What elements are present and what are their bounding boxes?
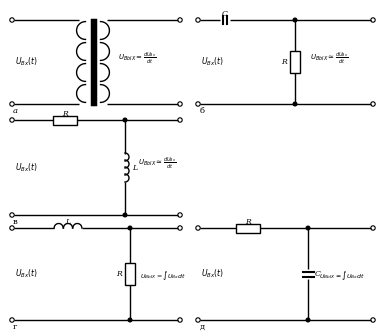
Text: $U_{Bx}(t)$: $U_{Bx}(t)$ (15, 161, 38, 174)
Circle shape (306, 226, 310, 230)
Text: L: L (132, 164, 137, 171)
Text: R: R (116, 270, 122, 278)
Circle shape (293, 18, 297, 22)
Circle shape (123, 118, 127, 122)
Text: C: C (315, 270, 321, 278)
Text: г: г (13, 323, 18, 331)
Bar (236, 223, 260, 233)
Text: $U_{BbIX}=\frac{dU_{Bx}}{dt}$: $U_{BbIX}=\frac{dU_{Bx}}{dt}$ (118, 50, 157, 66)
Text: б: б (200, 107, 205, 115)
Text: a: a (13, 107, 18, 115)
Text: $U_{BbIX}\simeq\frac{dU_{Bx}}{dt}$: $U_{BbIX}\simeq\frac{dU_{Bx}}{dt}$ (310, 50, 348, 66)
Text: $U_{Bx}(t)$: $U_{Bx}(t)$ (15, 268, 38, 280)
Text: д: д (200, 323, 205, 331)
Circle shape (128, 318, 132, 322)
Circle shape (306, 318, 310, 322)
Circle shape (128, 226, 132, 230)
Text: $U_{Bx}(t)$: $U_{Bx}(t)$ (201, 56, 224, 68)
Circle shape (293, 102, 297, 106)
Text: $U_{BbIX}\simeq\frac{dU_{Bx}}{dt}$: $U_{BbIX}\simeq\frac{dU_{Bx}}{dt}$ (138, 156, 176, 171)
Text: $U_{BbIX}=\int U_{Bx}dt$: $U_{BbIX}=\int U_{Bx}dt$ (140, 270, 186, 282)
Text: R: R (245, 218, 251, 226)
Text: R: R (281, 58, 287, 66)
Bar (290, 51, 300, 73)
Circle shape (123, 213, 127, 217)
Text: $U_{Bx}(t)$: $U_{Bx}(t)$ (201, 268, 224, 280)
Text: $U_{BbIX}\simeq\int U_{Bx}dt$: $U_{BbIX}\simeq\int U_{Bx}dt$ (319, 270, 365, 282)
Bar (53, 116, 77, 125)
Text: в: в (13, 218, 18, 226)
Text: $U_{Bx}(t)$: $U_{Bx}(t)$ (15, 56, 38, 68)
Text: R: R (62, 110, 68, 118)
Text: C: C (222, 10, 228, 18)
Text: L: L (66, 218, 70, 226)
Bar (125, 263, 135, 285)
